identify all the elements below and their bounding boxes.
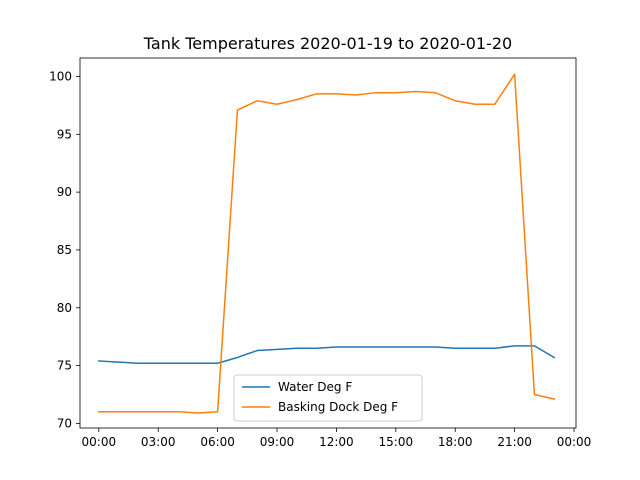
x-tick-label: 15:00 (379, 435, 414, 449)
chart-title: Tank Temperatures 2020-01-19 to 2020-01-… (143, 34, 512, 53)
legend-box (233, 374, 423, 422)
legend-label-1: Water Deg F (278, 380, 352, 394)
x-tick-label: 12:00 (319, 435, 354, 449)
x-tick-label: 06:00 (200, 435, 235, 449)
x-tick-label: 00:00 (82, 435, 117, 449)
series-layer (98, 73, 556, 414)
y-tick-label: 75 (57, 359, 72, 373)
plot-area (80, 58, 576, 428)
series-line-1 (98, 345, 556, 364)
legend-label-2: Basking Dock Deg F (278, 400, 398, 414)
x-tick-label: 03:00 (141, 435, 176, 449)
x-tick-label: 00:00 (557, 435, 592, 449)
y-tick-label: 90 (57, 185, 72, 199)
x-tick-label: 09:00 (260, 435, 295, 449)
axes-frame (79, 57, 577, 429)
x-tick-label: 21:00 (497, 435, 532, 449)
legend: Water Deg F Basking Dock Deg F (233, 374, 423, 422)
axes-layer: 00:00 03:00 06:00 09:00 12:00 15:00 18:00 21:00… (49, 57, 592, 449)
y-tick-label: 95 (57, 127, 72, 141)
y-tick-label: 70 (57, 416, 72, 430)
series-line-2 (98, 73, 556, 414)
plot-background (80, 58, 576, 428)
y-tick-label: 80 (57, 301, 72, 315)
y-tick-label: 100 (49, 70, 72, 84)
y-tick-label: 85 (57, 243, 72, 257)
x-tick-label: 18:00 (438, 435, 473, 449)
